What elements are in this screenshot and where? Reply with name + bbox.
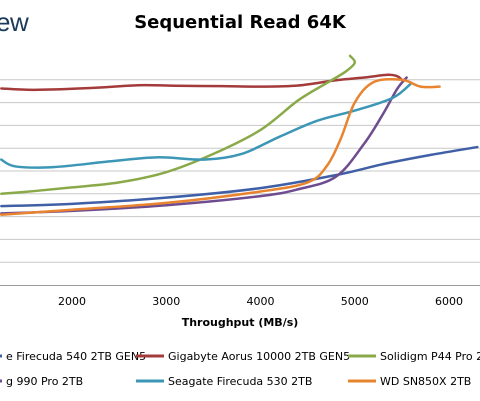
brand-logo: ew	[0, 7, 29, 37]
legend-item-samsung: g 990 Pro 2TB	[0, 375, 83, 388]
legend: e Firecuda 540 2TB GEN5 Gigabyte Aorus 1…	[0, 350, 480, 388]
x-tick-label: 4000	[247, 295, 275, 308]
x-tick-labels: 2000 3000 4000 5000 6000	[58, 295, 463, 308]
legend-label: Solidigm P44 Pro 2T	[380, 350, 480, 363]
legend-label: g 990 Pro 2TB	[6, 375, 83, 388]
legend-item-seagate-540: e Firecuda 540 2TB GEN5	[0, 350, 146, 363]
series-lines	[0, 54, 479, 217]
legend-label: Seagate Firecuda 530 2TB	[168, 375, 312, 388]
chart-title: Sequential Read 64K	[134, 12, 346, 33]
legend-label: e Firecuda 540 2TB GEN5	[6, 350, 146, 363]
series-line-1	[0, 73, 404, 92]
series-line-3	[0, 76, 408, 215]
legend-label: Gigabyte Aorus 10000 2TB GEN5	[168, 350, 350, 363]
legend-item-seagate-530: Seagate Firecuda 530 2TB	[136, 375, 312, 388]
x-axis-label: Throughput (MB/s)	[181, 316, 299, 329]
x-tick-label: 2000	[58, 295, 86, 308]
x-tick-label: 6000	[435, 295, 463, 308]
series-line-5	[0, 77, 441, 217]
legend-item-wd: WD SN850X 2TB	[348, 375, 471, 388]
legend-label: WD SN850X 2TB	[380, 375, 471, 388]
legend-item-solidigm: Solidigm P44 Pro 2T	[348, 350, 480, 363]
series-line-4	[0, 81, 413, 169]
x-tick-label: 3000	[152, 295, 180, 308]
legend-item-gigabyte: Gigabyte Aorus 10000 2TB GEN5	[136, 350, 350, 363]
series-line-2	[0, 54, 357, 196]
gridlines	[0, 79, 480, 263]
x-tick-label: 5000	[341, 295, 369, 308]
series-line-0	[0, 145, 479, 208]
